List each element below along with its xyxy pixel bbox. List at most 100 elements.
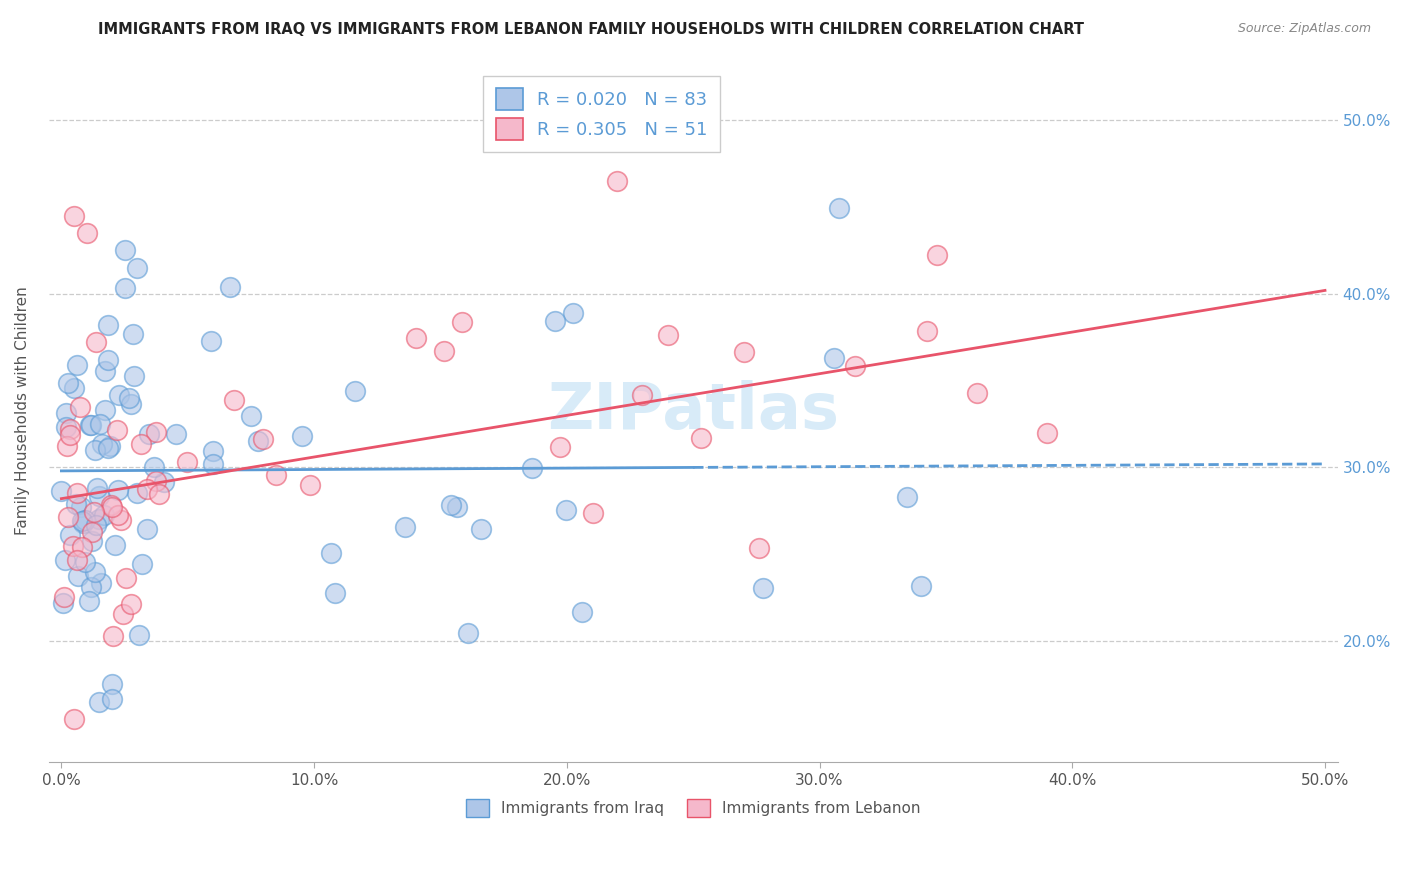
Point — [56, 376, 79, 390]
Point — [823, 351, 845, 366]
Legend: Immigrants from Iraq, Immigrants from Lebanon: Immigrants from Iraq, Immigrants from Le… — [458, 791, 928, 825]
Point — [752, 581, 775, 595]
Point — [52, 596, 75, 610]
Point — [73, 555, 96, 569]
Point — [581, 506, 603, 520]
Point — [89, 417, 111, 431]
Point — [65, 497, 87, 511]
Point — [97, 318, 120, 332]
Point — [122, 368, 145, 383]
Point — [544, 313, 567, 327]
Point — [125, 485, 148, 500]
Point — [128, 628, 150, 642]
Point — [55, 406, 77, 420]
Point — [100, 499, 122, 513]
Point — [135, 522, 157, 536]
Point — [224, 392, 246, 407]
Point — [94, 403, 117, 417]
Point — [63, 381, 86, 395]
Point — [202, 443, 225, 458]
Point — [136, 482, 159, 496]
Point — [108, 387, 131, 401]
Point — [827, 201, 849, 215]
Point — [252, 433, 274, 447]
Point — [97, 441, 120, 455]
Point — [145, 474, 167, 488]
Point — [112, 607, 135, 621]
Point — [52, 590, 75, 604]
Y-axis label: Family Households with Children: Family Households with Children — [15, 286, 30, 535]
Point — [457, 626, 479, 640]
Text: IMMIGRANTS FROM IRAQ VS IMMIGRANTS FROM LEBANON FAMILY HOUSEHOLDS WITH CHILDREN : IMMIGRANTS FROM IRAQ VS IMMIGRANTS FROM … — [98, 22, 1084, 37]
Point — [83, 505, 105, 519]
Point — [910, 579, 932, 593]
Point — [82, 525, 104, 540]
Point — [110, 513, 132, 527]
Point — [446, 500, 468, 514]
Point — [97, 353, 120, 368]
Point — [77, 594, 100, 608]
Point — [94, 364, 117, 378]
Point — [55, 439, 77, 453]
Point — [79, 417, 101, 432]
Point — [915, 324, 938, 338]
Point — [394, 520, 416, 534]
Point — [70, 500, 93, 514]
Point — [844, 359, 866, 374]
Point — [98, 439, 121, 453]
Point — [690, 431, 713, 445]
Point — [555, 503, 578, 517]
Point — [84, 334, 107, 349]
Point — [571, 605, 593, 619]
Point — [319, 546, 342, 560]
Point — [70, 540, 93, 554]
Point — [66, 553, 89, 567]
Point — [69, 401, 91, 415]
Point — [657, 327, 679, 342]
Point — [84, 442, 107, 457]
Point — [246, 434, 269, 449]
Point — [748, 541, 770, 556]
Point — [76, 226, 98, 240]
Point — [72, 516, 94, 530]
Point — [55, 420, 77, 434]
Point — [51, 484, 73, 499]
Point — [101, 629, 124, 643]
Point — [264, 467, 287, 482]
Point — [323, 586, 346, 600]
Point — [63, 712, 86, 726]
Point — [561, 305, 583, 319]
Point — [89, 695, 111, 709]
Point — [122, 326, 145, 341]
Point — [520, 461, 543, 475]
Point — [53, 553, 76, 567]
Point — [91, 437, 114, 451]
Point — [86, 481, 108, 495]
Point — [79, 417, 101, 432]
Point — [80, 580, 103, 594]
Text: Source: ZipAtlas.com: Source: ZipAtlas.com — [1237, 22, 1371, 36]
Point — [966, 386, 988, 401]
Point — [84, 517, 107, 532]
Point — [105, 423, 128, 437]
Point — [896, 490, 918, 504]
Point — [291, 429, 314, 443]
Point — [100, 692, 122, 706]
Point — [90, 576, 112, 591]
Point — [299, 478, 322, 492]
Point — [114, 281, 136, 295]
Point — [65, 358, 87, 372]
Point — [120, 597, 142, 611]
Point — [59, 528, 82, 542]
Point — [405, 331, 427, 345]
Point — [200, 334, 222, 348]
Point — [107, 483, 129, 497]
Point — [148, 486, 170, 500]
Point — [131, 557, 153, 571]
Point — [120, 397, 142, 411]
Point — [470, 522, 492, 536]
Point — [89, 489, 111, 503]
Point — [344, 384, 367, 398]
Point — [84, 565, 107, 579]
Point — [62, 540, 84, 554]
